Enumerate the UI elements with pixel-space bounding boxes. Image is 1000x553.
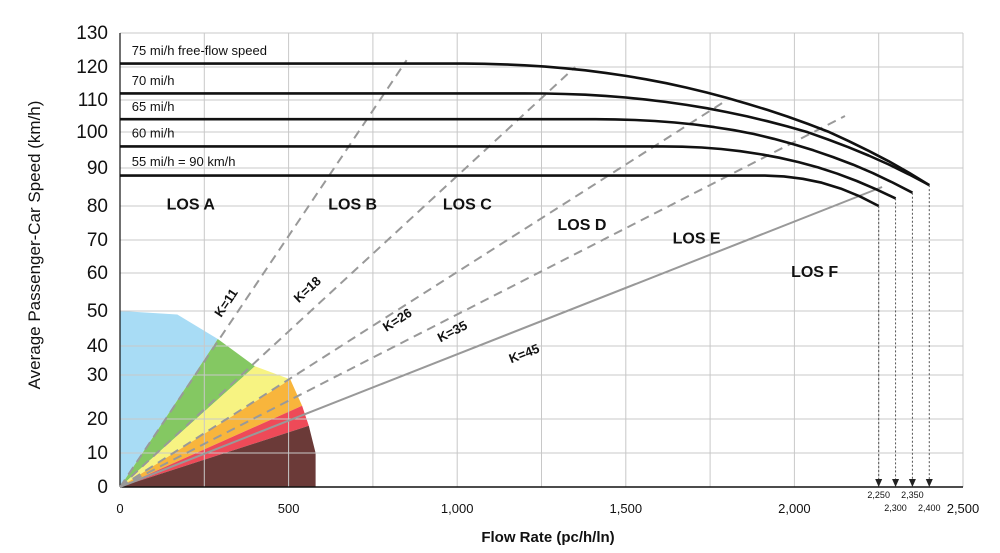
x-tick-label: 2,000 xyxy=(778,501,811,516)
density-label: K=45 xyxy=(507,341,542,366)
zone-red xyxy=(120,405,309,487)
grid xyxy=(119,32,964,488)
capacity-arrow xyxy=(908,479,916,487)
zone-blue xyxy=(120,311,218,487)
los-label: LOS D xyxy=(558,217,607,234)
density-label: K=26 xyxy=(380,305,415,335)
capacity-arrow xyxy=(875,479,883,487)
los-label: LOS F xyxy=(791,264,838,281)
capacity-label: 2,300 xyxy=(884,503,907,513)
los-label: LOS A xyxy=(167,196,216,213)
y-tick-label: 90 xyxy=(87,158,108,179)
capacity-label: 2,400 xyxy=(918,503,941,513)
y-tick-label: 60 xyxy=(87,263,108,284)
y-tick-label: 10 xyxy=(87,443,108,464)
zone-orange xyxy=(120,379,303,487)
speed-flow-curve-label: 55 mi/h = 90 km/h xyxy=(132,154,236,169)
los-label: LOS C xyxy=(443,196,492,213)
y-tick-label: 100 xyxy=(76,122,108,143)
density-line xyxy=(119,115,846,488)
speed-flow-curve-label: 70 mi/h xyxy=(132,73,175,88)
density-line xyxy=(119,66,576,488)
los-label: LOS E xyxy=(673,230,721,247)
capacity-markers: 2,250 2,300 2,350 2,400 xyxy=(867,185,941,513)
y-tick-label: 70 xyxy=(87,230,108,251)
density-zones xyxy=(120,311,316,487)
x-tick-label: 1,000 xyxy=(441,501,474,516)
zone-yellow xyxy=(120,366,291,487)
x-tick-label: 1,500 xyxy=(610,501,643,516)
speed-flow-curve-label: 65 mi/h xyxy=(132,99,175,114)
capacity-label: 2,350 xyxy=(901,490,924,500)
speed-flow-curve-label: 75 mi/h free-flow speed xyxy=(132,43,267,58)
y-tick-label: 120 xyxy=(76,57,108,78)
x-tick-label: 0 xyxy=(116,501,123,516)
zone-green xyxy=(120,339,255,487)
los-label: LOS B xyxy=(328,196,377,213)
density-label: K=11 xyxy=(211,286,241,320)
speed-flow-curve xyxy=(120,174,880,208)
axis-ticks: 0 10 20 30 40 50 60 70 80 90 100 110 120 130 0 500 1,000… xyxy=(76,23,979,516)
density-line xyxy=(119,186,883,488)
speed-flow-curve xyxy=(120,92,930,187)
speed-flow-curve xyxy=(120,145,897,200)
density-line xyxy=(119,59,408,488)
speed-flow-curves: 75 mi/h free-flow speed 70 mi/h 65 mi/h 60 … xyxy=(120,43,930,208)
density-label: K=18 xyxy=(291,273,324,305)
y-tick-label: 20 xyxy=(87,409,108,430)
speed-flow-curve-label: 60 mi/h xyxy=(132,125,175,140)
x-tick-label: 2,500 xyxy=(947,501,980,516)
y-tick-label: 40 xyxy=(87,336,108,357)
y-tick-label: 130 xyxy=(76,23,108,44)
y-axis-label: Average Passenger-Car Speed (km/h) xyxy=(25,101,44,390)
capacity-arrow xyxy=(892,479,900,487)
x-tick-label: 500 xyxy=(278,501,300,516)
y-tick-label: 50 xyxy=(87,301,108,322)
density-label: K=35 xyxy=(435,317,470,345)
speed-flow-curve xyxy=(120,117,913,194)
capacity-label: 2,250 xyxy=(867,490,890,500)
x-axis-label: Flow Rate (pc/h/ln) xyxy=(481,529,614,546)
chart-labels: LOS A LOS B LOS C LOS D LOS E LOS F xyxy=(167,196,839,280)
y-tick-label: 0 xyxy=(97,477,108,498)
y-tick-label: 80 xyxy=(87,196,108,217)
y-tick-label: 30 xyxy=(87,365,108,386)
speed-flow-curve xyxy=(120,62,930,187)
capacity-arrow xyxy=(925,479,933,487)
y-tick-label: 110 xyxy=(78,90,108,111)
zone-brown xyxy=(120,425,316,487)
